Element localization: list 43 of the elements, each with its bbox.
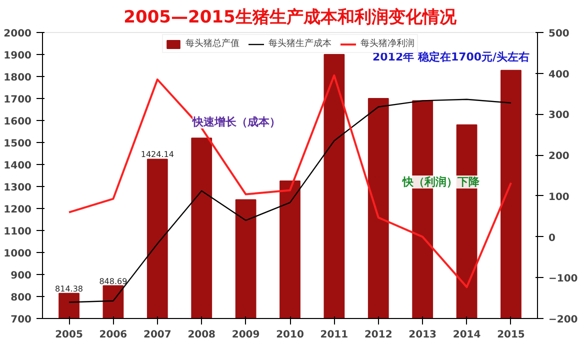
y-tick-label: 1600 — [4, 116, 32, 128]
y2-tick-label: 100 — [548, 192, 570, 203]
y-tick-label: 2000 — [4, 28, 32, 40]
x-tick-label: 2006 — [99, 330, 128, 340]
data-label: 848.69 — [99, 276, 128, 286]
y-tick-label: 1500 — [4, 138, 32, 150]
data-label: 1424.14 — [140, 150, 174, 160]
annotation: 快速增长（成本） — [192, 116, 280, 128]
y2-tick-label: 400 — [548, 69, 570, 80]
y2-tick-label: 0 — [548, 232, 556, 244]
x-tick-label: 2010 — [276, 330, 304, 340]
annotation: 2012年 稳定在1700元/头左右 — [372, 50, 530, 64]
y2-tick-label: 200 — [548, 151, 570, 162]
x-tick-label: 2014 — [452, 330, 481, 340]
legend-label: 每头猪生产成本 — [268, 38, 332, 50]
y-tick-label: 900 — [10, 270, 32, 282]
y2-tick-label: −100 — [548, 274, 578, 285]
data-label: 814.38 — [55, 284, 84, 294]
x-tick-label: 2011 — [320, 330, 348, 340]
x-tick-label: 2015 — [497, 330, 525, 340]
y2-tick-label: −200 — [548, 314, 578, 326]
y-tick-label: 1200 — [4, 204, 32, 216]
y-tick-label: 1400 — [4, 160, 32, 172]
y-tick-label: 1000 — [4, 248, 32, 260]
legend-label: 每头猪总产值 — [186, 38, 240, 50]
y-tick-label: 1700 — [4, 94, 32, 106]
y-tick-label: 1300 — [4, 182, 32, 194]
chart-title: 2005—2015生猪生产成本和利润变化情况 — [124, 8, 458, 28]
x-tick-label: 2005 — [55, 330, 83, 340]
y-tick-label: 1900 — [4, 50, 32, 62]
x-tick-label: 2008 — [188, 330, 216, 340]
y2-tick-label: 500 — [548, 28, 570, 40]
x-tick-label: 2009 — [232, 330, 260, 340]
y-tick-label: 700 — [10, 314, 32, 326]
annotation: 快（利润）下降 — [402, 176, 480, 188]
y-tick-label: 800 — [10, 292, 32, 304]
y2-tick-label: 300 — [548, 110, 570, 122]
x-tick-label: 2007 — [143, 330, 172, 340]
y-tick-label: 1800 — [4, 72, 32, 84]
y-tick-label: 1100 — [4, 226, 32, 238]
legend-label: 每头猪净利润 — [360, 38, 414, 50]
x-tick-label: 2013 — [408, 330, 437, 340]
x-tick-label: 2012 — [364, 330, 392, 340]
